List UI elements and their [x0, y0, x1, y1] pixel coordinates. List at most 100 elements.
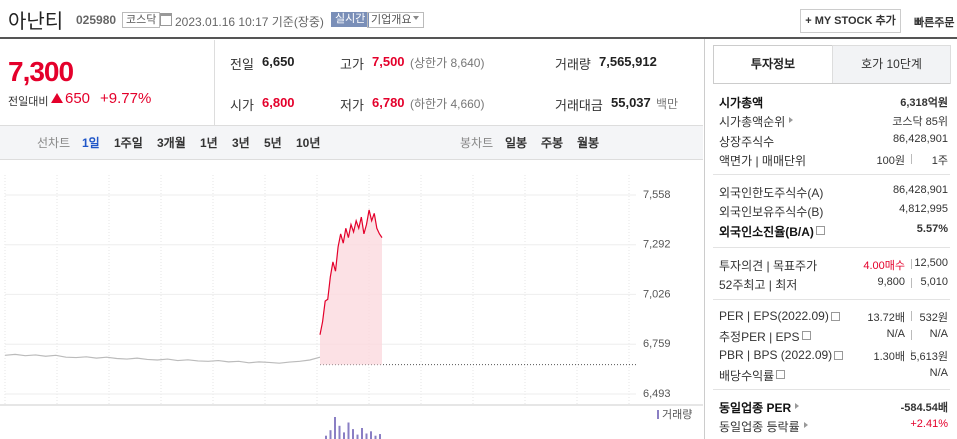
info-label: 외국인소진율(B/A) [719, 224, 814, 239]
invest-tab[interactable]: 호가 10단계 [832, 45, 951, 84]
volume-label: 거래량 [662, 408, 692, 421]
volume-bar [361, 428, 363, 439]
info-label: PER | EPS(2022.09) [719, 309, 829, 323]
value-separator [911, 278, 912, 289]
info-label: 추정PER | EPS [719, 330, 800, 345]
group-separator [713, 174, 950, 175]
volume-bar [334, 417, 336, 439]
chart-tab[interactable]: 주봉 [541, 136, 564, 150]
info-label: 액면가 | 매매단위 [719, 154, 807, 169]
group-separator [713, 389, 950, 390]
datetime: 2023.01.16 10:17 기준(장중) [175, 15, 324, 29]
info-value: 1.30배 [873, 350, 905, 363]
more-arrow [789, 117, 796, 124]
info-value: +2.41% [910, 418, 948, 431]
calendar-icon [160, 13, 172, 26]
info-value: 5.57% [916, 222, 948, 235]
group-separator [713, 247, 950, 248]
info-value: N/A [929, 367, 948, 380]
chart-tab[interactable]: 1주일 [114, 136, 143, 150]
area [320, 209, 382, 365]
dropdown-arrow [413, 16, 419, 23]
quick-order[interactable]: 빠른주문 [914, 17, 955, 29]
tab-rule [713, 83, 950, 84]
volume-bar [374, 435, 377, 439]
invest-tab[interactable]: 투자정보 [713, 45, 833, 83]
y-tick-label: 6,493 [643, 388, 671, 400]
info-label: PBR | BPS (2022.09) [719, 347, 833, 362]
tab-group-label: 봉차트 [460, 136, 494, 150]
info-value: 13.72배 [867, 312, 905, 324]
summary-label: 거래량 [555, 57, 591, 72]
info-value: 코스닥 85위 [892, 116, 948, 129]
chart-tab[interactable]: 10년 [296, 136, 321, 150]
header-rule [0, 37, 957, 39]
volume-bar [379, 434, 381, 439]
chart-tab[interactable]: 3년 [232, 136, 250, 150]
more-arrow [795, 403, 802, 409]
y-tick-label: 7,558 [643, 189, 671, 201]
info-value: 100원 [876, 155, 905, 168]
summary-note: 백만 [656, 97, 679, 111]
price-line [4, 353, 321, 364]
summary-label: 전일 [230, 57, 254, 72]
up-arrow [51, 93, 63, 103]
summary-value: 6,650 [262, 54, 295, 69]
legend-swatch [657, 410, 659, 419]
stock-name: 아난티 [8, 11, 64, 33]
chart-tab-bar [0, 125, 703, 160]
chart-tab[interactable]: 3개월 [157, 136, 186, 150]
chart-tab[interactable]: 1년 [200, 136, 218, 150]
summary-label: 거래대금 [555, 98, 603, 113]
company-info-button[interactable]: 기업개요 [367, 12, 425, 28]
value-separator [911, 259, 912, 269]
help-icon [831, 312, 840, 321]
chart-tab[interactable]: 월봉 [577, 136, 600, 150]
chart-tab[interactable]: 5년 [264, 136, 282, 150]
info-value: 4,812,995 [899, 203, 948, 216]
info-label: 투자의견 | 목표주가 [719, 259, 818, 273]
volume-bar [352, 429, 354, 439]
market-badge: 코스닥 [122, 12, 161, 28]
info-value: 12,500 [914, 257, 948, 269]
info-label: 동일업종 PER [719, 401, 792, 415]
info-label: 외국인보유주식수(B) [719, 205, 824, 220]
volume-bar [365, 433, 368, 439]
summary-value: 6,800 [262, 95, 295, 110]
info-value: 6,318억원 [900, 97, 948, 109]
summary-label: 고가 [340, 57, 364, 72]
value-separator [911, 311, 912, 321]
summary-label: 시가 [230, 98, 254, 113]
company-info-label: 기업개요 [371, 14, 412, 26]
more-arrow [804, 422, 811, 429]
summary-value: 55,037 [611, 95, 651, 110]
divider [214, 40, 215, 125]
info-value: -584.54배 [900, 402, 948, 414]
info-label: 시가총액순위 [719, 115, 786, 130]
panel-divider [704, 39, 705, 439]
value-separator [911, 349, 912, 360]
volume-bar [329, 430, 332, 439]
summary-value: 7,565,912 [599, 54, 657, 69]
info-label: 외국인한도주식수(A) [719, 186, 824, 200]
price-line [319, 209, 383, 335]
my-stock-button[interactable]: + MY STOCK 추가 [800, 9, 901, 33]
change: 650 [65, 90, 91, 107]
current-price: 7,300 [8, 56, 74, 87]
summary-label: 저가 [340, 98, 364, 113]
change-label: 전일대비 [8, 96, 49, 108]
y-tick-label: 6,759 [643, 338, 671, 350]
info-value: 86,428,901 [892, 184, 948, 196]
chart-tab[interactable]: 1일 [82, 136, 100, 150]
tab-group-label: 선차트 [37, 136, 71, 150]
help-icon [802, 331, 811, 341]
summary-note: (하한가 4,660) [410, 97, 485, 111]
realtime-badge: 실시간 [331, 12, 370, 27]
group-separator [713, 299, 950, 300]
y-tick-label: 7,026 [643, 288, 671, 300]
info-value: 532원 [919, 312, 948, 324]
chart-tab[interactable]: 일봉 [505, 136, 528, 150]
help-icon [834, 350, 843, 360]
value-separator [911, 154, 912, 165]
volume-bar [338, 425, 341, 439]
